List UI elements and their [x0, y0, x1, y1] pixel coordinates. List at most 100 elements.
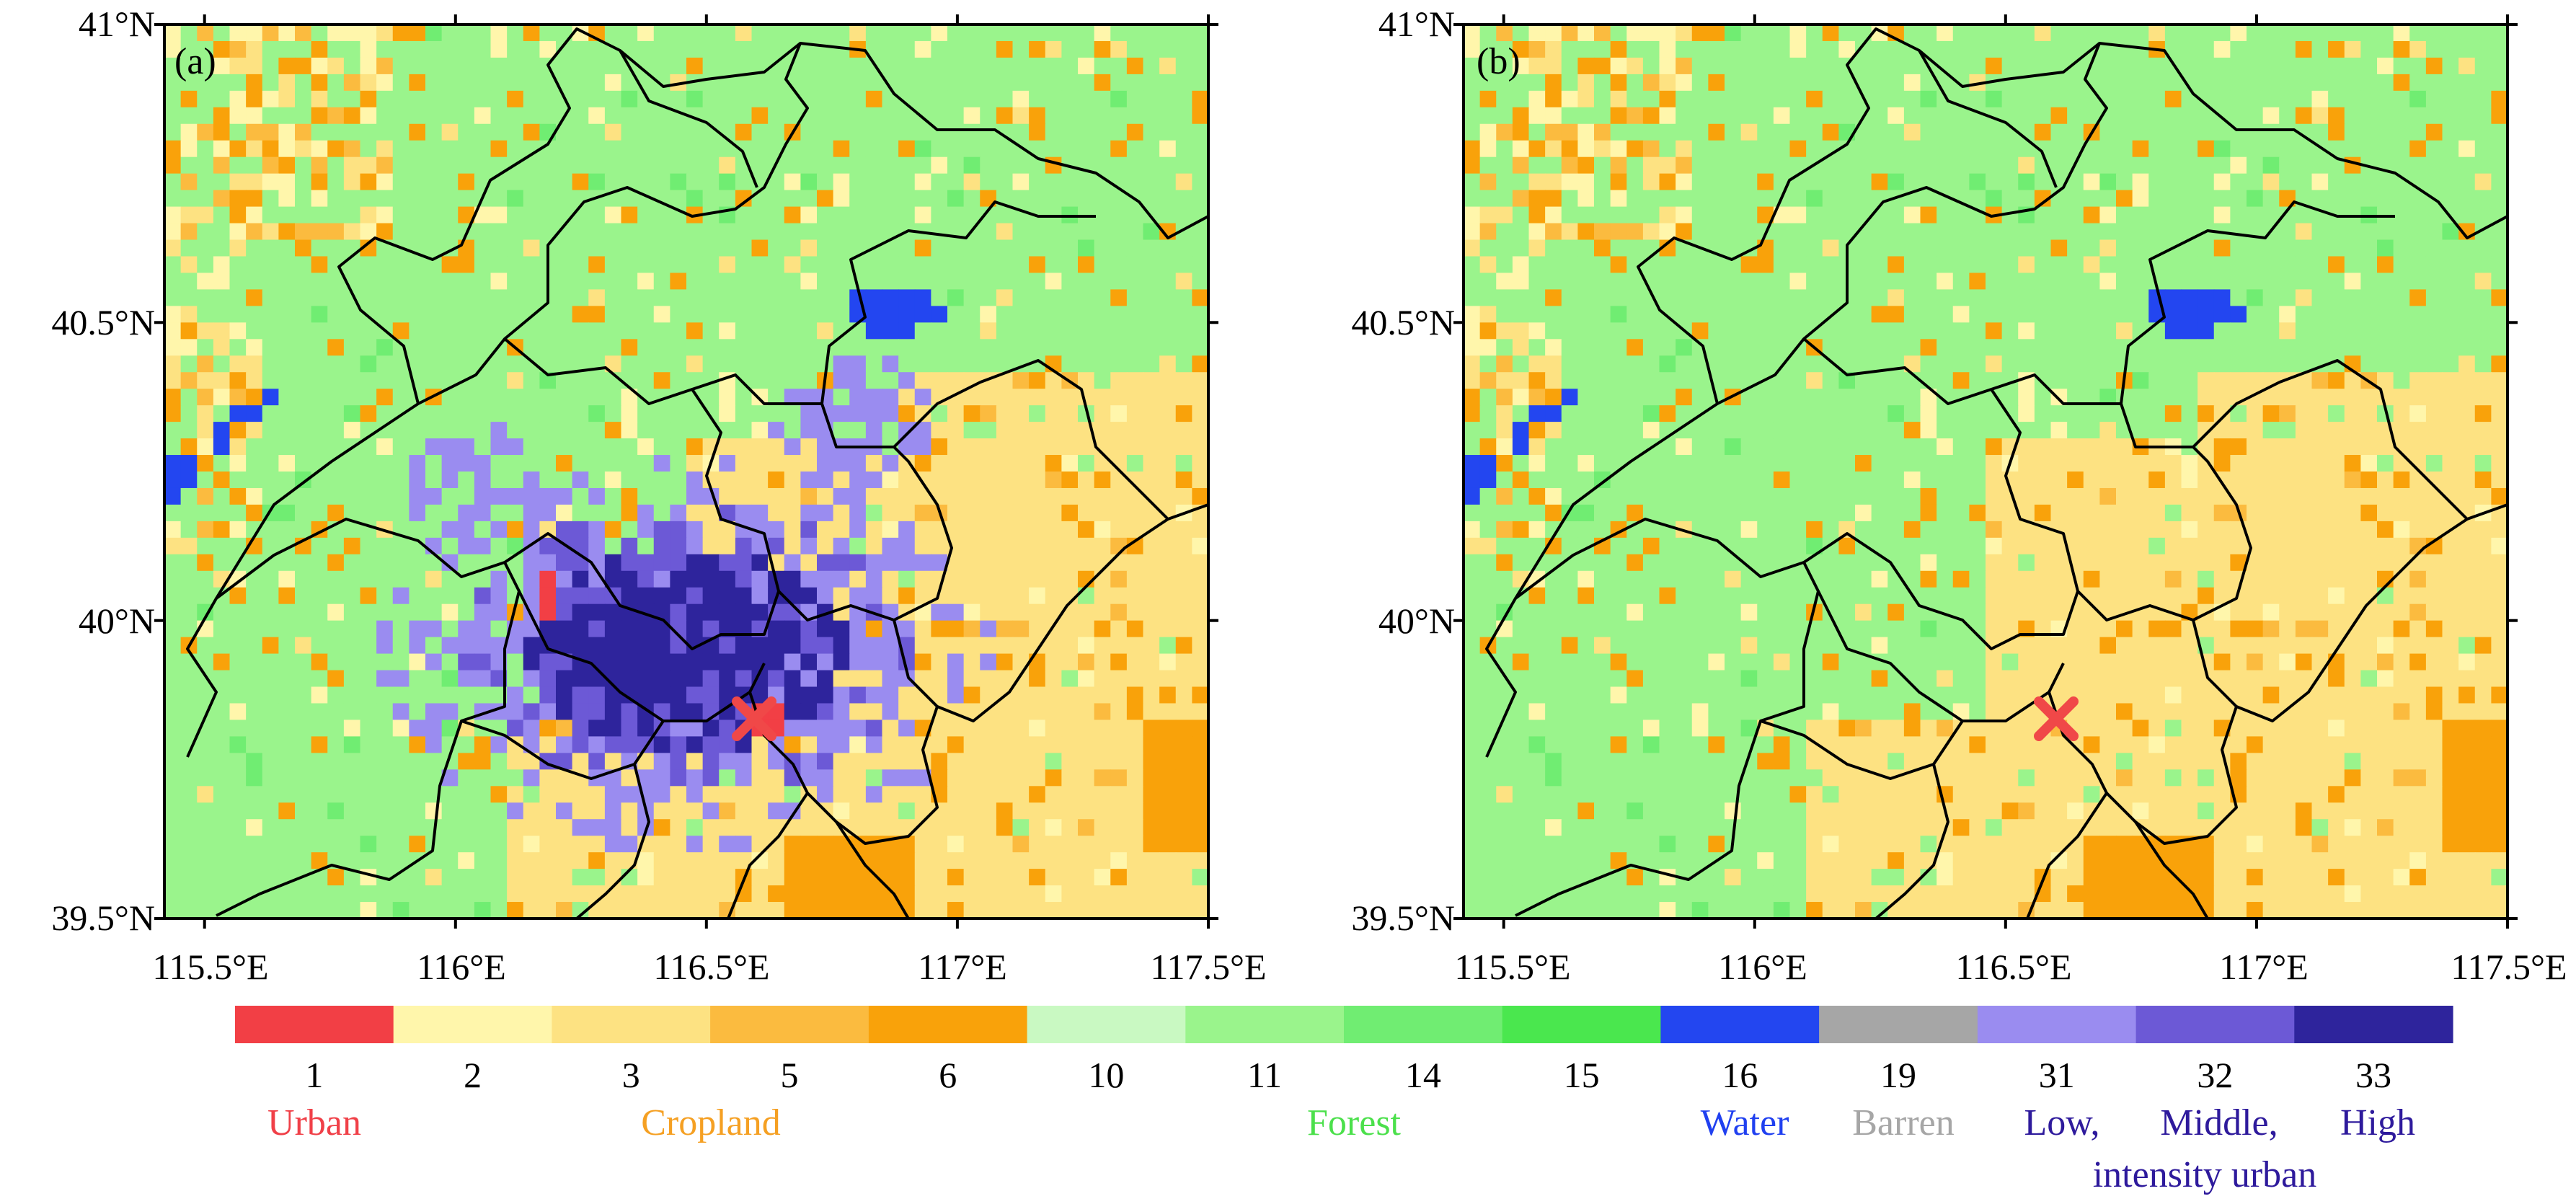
- grid-cell: [980, 620, 997, 638]
- grid-cell: [1740, 322, 1758, 340]
- grid-cell: [719, 670, 736, 688]
- grid-cell: [246, 273, 263, 291]
- grid-cell: [2099, 372, 2117, 389]
- grid-cell: [2148, 156, 2166, 174]
- grid-cell: [1577, 156, 1595, 174]
- grid-cell: [1903, 306, 1921, 324]
- grid-cell: [800, 902, 818, 919]
- grid-cell: [474, 389, 492, 406]
- grid-cell: [556, 156, 573, 174]
- grid-cell: [490, 90, 508, 108]
- grid-cell: [947, 769, 965, 787]
- grid-cell: [229, 223, 247, 241]
- grid-cell: [604, 206, 622, 224]
- grid-cell: [1029, 123, 1046, 141]
- grid-cell: [572, 869, 589, 886]
- grid-cell: [229, 74, 247, 92]
- grid-cell: [1078, 455, 1095, 472]
- grid-cell: [784, 521, 802, 539]
- grid-cell: [1577, 256, 1595, 274]
- grid-cell: [2344, 25, 2362, 42]
- grid-cell: [376, 372, 394, 389]
- grid-cell: [1143, 372, 1160, 389]
- grid-cell: [360, 653, 377, 671]
- grid-cell: [963, 339, 981, 356]
- grid-cell: [327, 637, 345, 655]
- grid-cell: [572, 322, 589, 340]
- grid-cell: [1192, 355, 1209, 373]
- grid-cell: [2083, 355, 2101, 373]
- grid-cell: [604, 487, 622, 505]
- grid-cell: [1126, 25, 1144, 42]
- grid-cell: [621, 521, 638, 539]
- grid-cell: [311, 40, 328, 58]
- grid-cell: [409, 472, 426, 489]
- grid-cell: [490, 107, 508, 125]
- grid-cell: [246, 223, 263, 241]
- grid-cell: [343, 819, 361, 836]
- grid-cell: [262, 472, 280, 489]
- grid-cell: [213, 156, 231, 174]
- grid-cell: [1545, 389, 1562, 406]
- grid-cell: [2279, 322, 2296, 340]
- grid-cell: [1561, 256, 1579, 274]
- grid-cell: [507, 769, 524, 787]
- grid-cell: [343, 339, 361, 356]
- grid-cell: [914, 455, 932, 472]
- grid-cell: [1143, 753, 1160, 771]
- grid-cell: [1192, 836, 1209, 853]
- grid-cell: [2132, 355, 2149, 373]
- grid-cell: [735, 239, 753, 257]
- grid-cell: [572, 504, 589, 522]
- grid-cell: [2148, 190, 2166, 208]
- grid-cell: [882, 422, 899, 439]
- grid-cell: [2034, 90, 2052, 108]
- grid-cell: [1479, 156, 1497, 174]
- grid-cell: [2491, 289, 2508, 307]
- grid-cell: [278, 405, 296, 422]
- grid-cell: [865, 769, 883, 787]
- grid-cell: [409, 521, 426, 539]
- grid-cell: [719, 190, 736, 208]
- grid-cell: [2491, 339, 2508, 356]
- grid-cell: [653, 190, 671, 208]
- grid-cell: [262, 273, 280, 291]
- grid-cell: [295, 455, 312, 472]
- grid-cell: [996, 902, 1014, 919]
- grid-cell: [621, 190, 638, 208]
- grid-cell: [2344, 322, 2362, 340]
- grid-cell: [784, 389, 802, 406]
- grid-cell: [1676, 90, 1693, 108]
- grid-cell: [1937, 273, 1954, 291]
- grid-cell: [1920, 239, 1937, 257]
- grid-cell: [1969, 173, 1986, 191]
- grid-cell: [1029, 819, 1046, 836]
- grid-cell: [2099, 239, 2117, 257]
- grid-cell: [1887, 306, 1905, 324]
- grid-cell: [2213, 90, 2231, 108]
- grid-cell: [1676, 190, 1693, 208]
- grid-cell: [865, 355, 883, 373]
- grid-cell: [702, 239, 720, 257]
- grid-cell: [1725, 306, 1742, 324]
- grid-cell: [784, 107, 802, 125]
- grid-cell: [2050, 223, 2068, 241]
- grid-cell: [914, 140, 932, 158]
- grid-cell: [1952, 289, 1970, 307]
- grid-cell: [441, 190, 459, 208]
- grid-cell: [197, 819, 214, 836]
- grid-cell: [1920, 74, 1937, 92]
- grid-cell: [572, 239, 589, 257]
- grid-cell: [458, 322, 475, 340]
- grid-cell: [523, 389, 541, 406]
- grid-cell: [2197, 107, 2215, 125]
- grid-cell: [523, 206, 541, 224]
- grid-cell: [556, 206, 573, 224]
- grid-cell: [1871, 355, 1888, 373]
- grid-cell: [914, 90, 932, 108]
- grid-cell: [523, 819, 541, 836]
- grid-cell: [1871, 389, 1888, 406]
- grid-cell: [1159, 587, 1177, 605]
- grid-cell: [343, 637, 361, 655]
- grid-cell: [409, 769, 426, 787]
